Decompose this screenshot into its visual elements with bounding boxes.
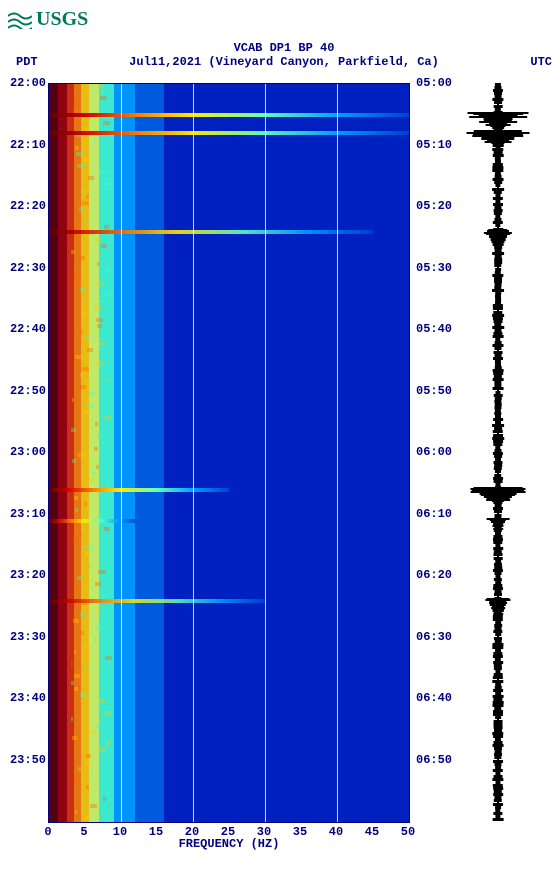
spec-gradient-col bbox=[135, 84, 164, 822]
xtick: 15 bbox=[149, 825, 163, 839]
xtick: 5 bbox=[80, 825, 87, 839]
wave-icon bbox=[8, 11, 32, 29]
xtick: 10 bbox=[113, 825, 127, 839]
ytick-right: 05:30 bbox=[416, 261, 452, 275]
left-tz-label: PDT bbox=[16, 55, 38, 69]
ytick-right: 06:30 bbox=[416, 630, 452, 644]
gridline-vertical bbox=[337, 84, 338, 822]
xtick: 50 bbox=[401, 825, 415, 839]
spec-gradient-col bbox=[89, 84, 100, 822]
y-axis-right: 05:0005:1005:2005:3005:4005:5006:0006:10… bbox=[410, 83, 458, 823]
right-tz-label: UTC bbox=[530, 55, 552, 69]
ytick-left: 22:10 bbox=[10, 138, 46, 152]
ytick-right: 05:00 bbox=[416, 76, 452, 90]
seismic-event-band bbox=[49, 230, 373, 234]
gridline-vertical bbox=[121, 84, 122, 822]
ytick-left: 23:40 bbox=[10, 691, 46, 705]
x-axis-label: FREQUENCY (HZ) bbox=[48, 837, 410, 851]
date-location: Jul11,2021 (Vineyard Canyon, Parkfield, … bbox=[129, 55, 439, 69]
gridline-vertical bbox=[265, 84, 266, 822]
ytick-left: 23:30 bbox=[10, 630, 46, 644]
spec-gradient-col bbox=[67, 84, 74, 822]
y-axis-left: 22:0022:1022:2022:3022:4022:5023:0023:10… bbox=[8, 83, 48, 823]
ytick-right: 06:20 bbox=[416, 568, 452, 582]
ytick-right: 06:40 bbox=[416, 691, 452, 705]
ytick-left: 23:10 bbox=[10, 507, 46, 521]
ytick-left: 22:20 bbox=[10, 199, 46, 213]
ytick-right: 06:00 bbox=[416, 445, 452, 459]
spec-gradient-col bbox=[114, 84, 136, 822]
seismic-event-band bbox=[49, 519, 135, 523]
spec-gradient-col bbox=[49, 84, 58, 822]
seismic-event-band bbox=[49, 113, 409, 117]
xtick: 25 bbox=[221, 825, 235, 839]
ytick-right: 05:10 bbox=[416, 138, 452, 152]
xtick: 30 bbox=[257, 825, 271, 839]
xtick: 45 bbox=[365, 825, 379, 839]
ytick-left: 23:20 bbox=[10, 568, 46, 582]
seismic-event-band bbox=[49, 488, 229, 492]
xtick: 20 bbox=[185, 825, 199, 839]
subtitle-row: PDT Jul11,2021 (Vineyard Canyon, Parkfie… bbox=[8, 55, 552, 69]
seismic-event-band bbox=[49, 599, 265, 603]
ytick-right: 06:10 bbox=[416, 507, 452, 521]
ytick-left: 22:30 bbox=[10, 261, 46, 275]
gridline-vertical bbox=[193, 84, 194, 822]
ytick-right: 05:40 bbox=[416, 322, 452, 336]
logo-text: USGS bbox=[36, 8, 88, 31]
xtick: 0 bbox=[44, 825, 51, 839]
ytick-left: 22:00 bbox=[10, 76, 46, 90]
ytick-left: 23:00 bbox=[10, 445, 46, 459]
seismic-event-band bbox=[49, 131, 409, 135]
ytick-right: 06:50 bbox=[416, 753, 452, 767]
ytick-right: 05:50 bbox=[416, 384, 452, 398]
ytick-left: 23:50 bbox=[10, 753, 46, 767]
chart-area: 22:0022:1022:2022:3022:4022:5023:0023:10… bbox=[8, 83, 552, 823]
ytick-left: 22:50 bbox=[10, 384, 46, 398]
chart-title: VCAB DP1 BP 40 bbox=[8, 41, 552, 55]
xtick: 35 bbox=[293, 825, 307, 839]
xtick: 40 bbox=[329, 825, 343, 839]
spec-gradient-col bbox=[58, 84, 67, 822]
seismogram-plot bbox=[458, 83, 538, 821]
ytick-left: 22:40 bbox=[10, 322, 46, 336]
ytick-right: 05:20 bbox=[416, 199, 452, 213]
spectrogram-plot bbox=[48, 83, 410, 823]
usgs-logo: USGS bbox=[8, 8, 552, 31]
x-axis-ticks: 05101520253035404550 bbox=[48, 823, 410, 837]
